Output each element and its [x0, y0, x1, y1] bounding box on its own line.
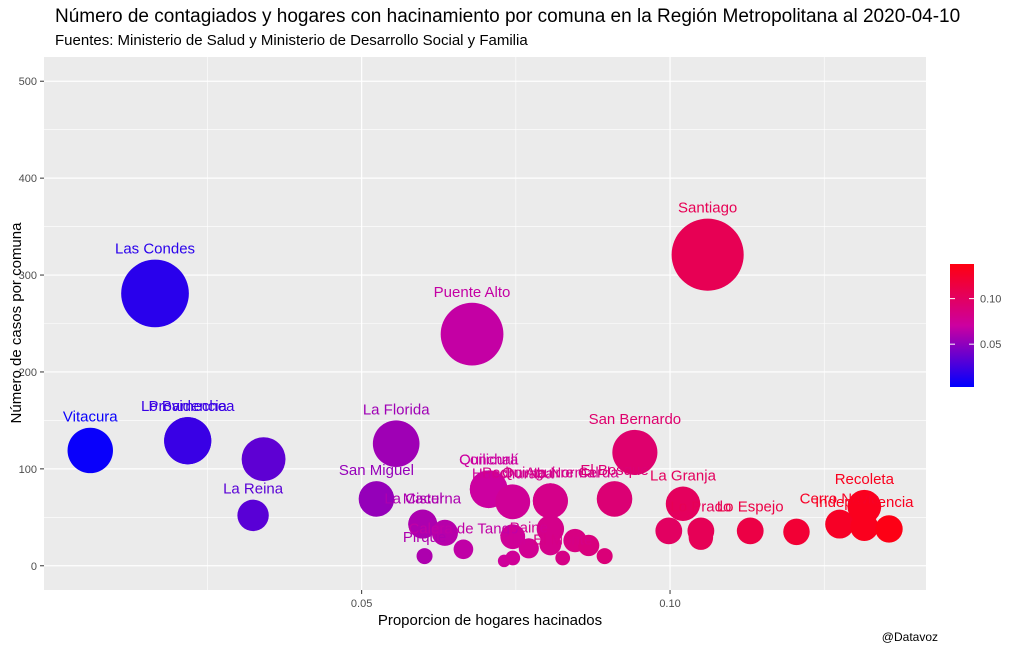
- point-label: El Bosque: [580, 462, 648, 479]
- data-point: [596, 481, 633, 517]
- data-point: [121, 259, 189, 328]
- data-point: [67, 427, 113, 474]
- data-point: [408, 509, 438, 539]
- x-axis-title: Proporcion de hogares hacinados: [378, 612, 602, 629]
- data-point: [577, 534, 600, 557]
- point-label: La Reina: [223, 481, 284, 498]
- legend-tick-label: 0.05: [980, 339, 1001, 351]
- data-point: [536, 515, 565, 543]
- data-point: [416, 548, 433, 565]
- point-label: Tiltil: [500, 532, 526, 549]
- data-point: [596, 548, 613, 565]
- point-label: Recoleta: [835, 471, 895, 488]
- data-point: [671, 218, 744, 291]
- y-tick-label: 400: [19, 173, 37, 185]
- y-tick-label: 100: [19, 464, 37, 476]
- chart-subtitle: Fuentes: Ministerio de Salud y Ministeri…: [55, 32, 528, 49]
- data-point: [655, 517, 683, 545]
- point-label: Quinta Normal: [502, 464, 599, 481]
- y-tick-label: 300: [19, 270, 37, 282]
- data-point: [555, 550, 571, 566]
- point-label: Huechuraba: [472, 465, 554, 482]
- data-point: [847, 489, 882, 524]
- data-point: [164, 417, 212, 465]
- data-point: [665, 486, 701, 521]
- point-label: Lo Espejo: [717, 498, 784, 515]
- data-point: [505, 550, 521, 566]
- data-point: [440, 302, 504, 366]
- data-point: [431, 519, 458, 546]
- point-label: Lo Barnechea: [141, 398, 235, 415]
- point-label: Las Condes: [115, 241, 195, 258]
- point-label: Calera de Tango: [409, 520, 519, 537]
- data-point: [850, 512, 879, 542]
- data-point: [612, 429, 658, 475]
- data-point: [783, 518, 810, 546]
- point-label: La Florida: [363, 401, 430, 418]
- point-label: Puente Alto: [434, 284, 511, 301]
- point-label: Conchalí: [459, 451, 519, 468]
- x-tick-label: 0.05: [351, 598, 372, 610]
- data-point: [736, 517, 764, 545]
- point-label: Paine: [510, 519, 548, 536]
- point-label: Cerro Navia: [800, 491, 881, 508]
- chart-caption: @Datavoz: [881, 630, 938, 644]
- point-label: Pedro Aguirre Cerda: [482, 464, 619, 481]
- x-tick-label: 0.10: [659, 598, 680, 610]
- data-point: [453, 539, 474, 560]
- data-point: [237, 499, 269, 532]
- chart-title: Número de contagiados y hogares con haci…: [55, 6, 961, 27]
- point-label: Macul: [403, 491, 443, 508]
- data-point: [875, 515, 903, 543]
- data-point: [688, 525, 714, 550]
- point-label: El Monte: [533, 532, 592, 549]
- point-label: San Bernardo: [589, 411, 682, 428]
- data-point: [532, 483, 568, 519]
- y-tick-label: 500: [19, 76, 37, 88]
- point-label: San Miguel: [339, 462, 414, 479]
- point-label: La Cisterna: [384, 491, 461, 508]
- point-label: Quilicura: [459, 451, 519, 468]
- data-point: [825, 509, 855, 539]
- legend-tick-label: 0.10: [980, 294, 1001, 306]
- y-axis-title: Número de casos por comuna: [8, 222, 25, 424]
- data-point: [500, 524, 526, 550]
- data-point: [539, 533, 562, 556]
- data-point: [358, 481, 395, 517]
- point-label: Independencia: [815, 494, 914, 511]
- y-tick-label: 200: [19, 367, 37, 379]
- data-point: [372, 420, 420, 467]
- data-point: [518, 538, 539, 559]
- color-legend-bar: [950, 264, 974, 387]
- data-point: [241, 437, 286, 482]
- data-point: [495, 484, 531, 520]
- y-tick-label: 0: [31, 561, 37, 573]
- point-label: Vitacura: [63, 409, 118, 426]
- point-label: Santiago: [678, 200, 737, 217]
- point-label: Pirque: [403, 529, 446, 546]
- point-label: La Granja: [650, 468, 717, 485]
- point-label: Lo Prado: [670, 498, 731, 515]
- point-label: Providencia: [149, 398, 228, 415]
